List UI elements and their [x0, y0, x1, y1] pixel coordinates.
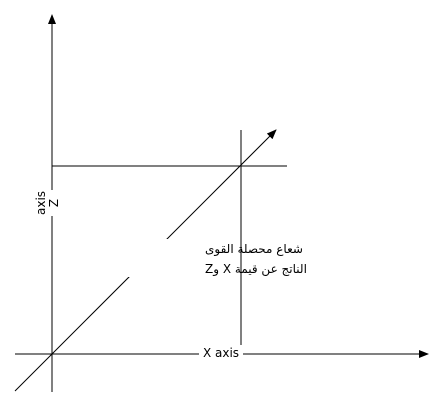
- resultant-label-line-2: الناتج عن قيمة X وZ: [205, 262, 307, 277]
- resultant-label-background: [82, 239, 206, 277]
- z-axis-label-z: Z: [47, 199, 61, 207]
- z-axis-label-axis: axis: [34, 191, 48, 215]
- resultant-label-line-1: شعاع محصلة القوى: [205, 242, 303, 257]
- x-axis-label: X axis: [203, 346, 239, 360]
- z-axis-label-background: [35, 190, 59, 216]
- x-axis-label-background: [199, 345, 243, 359]
